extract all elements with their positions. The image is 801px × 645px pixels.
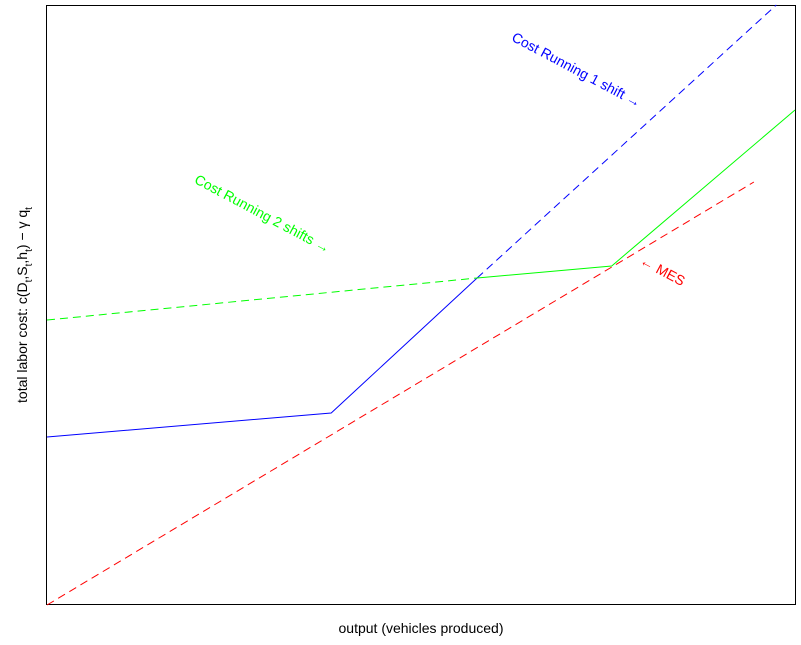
annotation-2: Cost Running 2 shifts → [192, 171, 333, 256]
series-line-5 [46, 181, 755, 606]
x-axis-label: output (vehicles produced) [339, 620, 504, 636]
plot-frame [46, 5, 796, 605]
annotation-layer: Cost Running 1 shift → Cost Running 2 shi… [192, 29, 688, 289]
y-axis-label: total labor cost: c(Dt,St,ht) − γ qt [14, 207, 35, 403]
series-layer [46, 4, 796, 606]
series-line-4 [477, 109, 796, 279]
annotation-3: ← MES [638, 252, 688, 289]
series-line-1 [46, 277, 478, 438]
annotation-1: Cost Running 1 shift → [509, 29, 644, 111]
series-line-2 [476, 4, 777, 279]
series-line-3 [46, 277, 478, 321]
